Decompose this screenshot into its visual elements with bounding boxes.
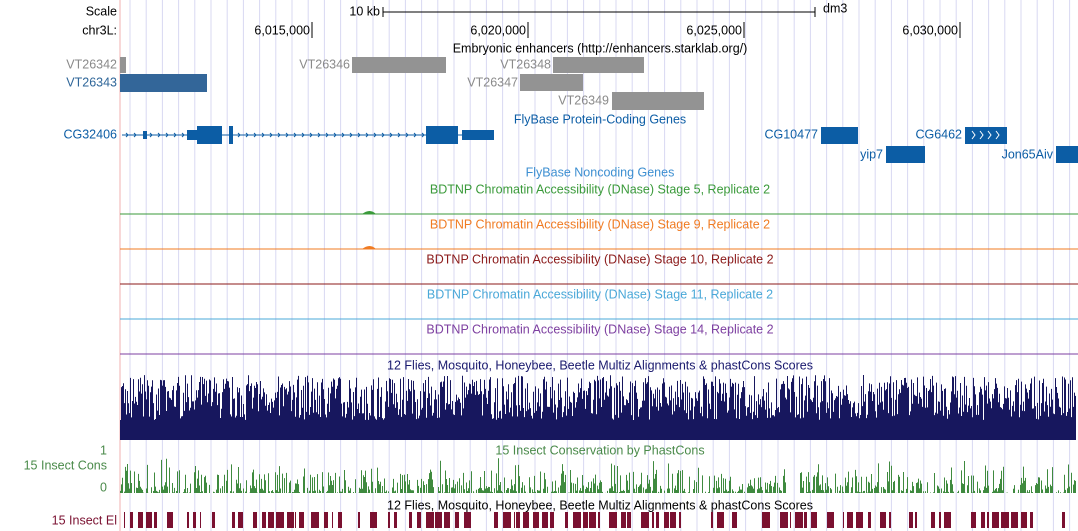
enhancer-label[interactable]: VT26348 bbox=[500, 57, 551, 71]
tick-marks bbox=[311, 22, 961, 38]
gene[interactable] bbox=[1056, 146, 1078, 163]
assembly: dm3 bbox=[823, 1, 847, 15]
track-title: FlyBase Protein-Coding Genes bbox=[514, 112, 686, 126]
position-tick: 6,015,000 bbox=[254, 23, 310, 37]
position-tick: 6,020,000 bbox=[470, 23, 526, 37]
exon[interactable] bbox=[229, 126, 233, 144]
elements bbox=[124, 512, 1065, 528]
peak bbox=[362, 211, 376, 214]
grid bbox=[129, 0, 1071, 531]
conserved-elements bbox=[124, 512, 1065, 528]
conservation-signal bbox=[120, 458, 1076, 493]
gene-label[interactable]: Jon65Aiv bbox=[1002, 147, 1054, 161]
track-title: BDTNP Chromatin Accessibility (DNase) St… bbox=[426, 252, 773, 266]
peak bbox=[362, 246, 376, 249]
enhancer[interactable] bbox=[612, 92, 704, 110]
gene-label[interactable]: CG6462 bbox=[915, 127, 962, 141]
gene-label[interactable]: CG10477 bbox=[764, 127, 818, 141]
scale-bar-label: 10 kb bbox=[349, 4, 380, 18]
gene[interactable] bbox=[886, 146, 925, 163]
track-label: 15 Insect Cons bbox=[24, 458, 107, 472]
track-title: 12 Flies, Mosquito, Honeybee, Beetle Mul… bbox=[387, 498, 813, 512]
gene-label[interactable]: yip7 bbox=[860, 147, 883, 161]
exon[interactable] bbox=[197, 126, 222, 144]
strand-arrows bbox=[125, 132, 425, 138]
track-title: 15 Insect Conservation by PhastCons bbox=[495, 443, 704, 457]
enhancer[interactable] bbox=[352, 57, 446, 73]
exon[interactable] bbox=[187, 130, 197, 140]
enhancer-label[interactable]: VT26349 bbox=[558, 93, 609, 107]
track-title: BDTNP Chromatin Accessibility (DNase) St… bbox=[426, 322, 773, 336]
position-tick: 6,030,000 bbox=[902, 23, 958, 37]
axis-label: 1 bbox=[100, 443, 107, 457]
enhancer-label[interactable]: VT26346 bbox=[299, 57, 350, 71]
position-tick: 6,025,000 bbox=[686, 23, 742, 37]
signal bbox=[120, 375, 1076, 440]
axis-label: 0 bbox=[100, 480, 107, 494]
track-title: BDTNP Chromatin Accessibility (DNase) St… bbox=[430, 217, 770, 231]
track-title: Embryonic enhancers (http://enhancers.st… bbox=[453, 41, 748, 55]
track-label: 15 Insect El bbox=[52, 513, 117, 527]
enhancer-label[interactable]: VT26347 bbox=[467, 75, 518, 89]
track-title: 12 Flies, Mosquito, Honeybee, Beetle Mul… bbox=[387, 358, 813, 372]
chrom-label: chr3L: bbox=[82, 23, 117, 37]
track-title: FlyBase Noncoding Genes bbox=[526, 165, 675, 179]
enhancer-label[interactable]: VT26343 bbox=[66, 75, 117, 89]
enhancer[interactable] bbox=[553, 57, 644, 73]
signal bbox=[120, 458, 1076, 493]
exon[interactable] bbox=[426, 126, 458, 144]
dnase-tracks: BDTNP Chromatin Accessibility (DNase) St… bbox=[120, 182, 1078, 355]
enhancer[interactable] bbox=[120, 57, 126, 73]
scale-bar bbox=[382, 7, 816, 17]
scale-label: Scale bbox=[86, 4, 117, 18]
exon[interactable] bbox=[462, 130, 494, 140]
track-title: BDTNP Chromatin Accessibility (DNase) St… bbox=[427, 287, 773, 301]
strand-arrows bbox=[971, 130, 1000, 140]
gene[interactable] bbox=[965, 127, 1007, 144]
exon[interactable] bbox=[143, 131, 147, 139]
chevrons bbox=[125, 132, 425, 138]
enhancer[interactable] bbox=[120, 74, 207, 92]
gene[interactable] bbox=[821, 127, 858, 144]
gene-label[interactable]: CG32406 bbox=[63, 127, 117, 141]
enhancer-label[interactable]: VT26342 bbox=[66, 57, 117, 71]
multiz-signal bbox=[120, 375, 1076, 440]
track-title: BDTNP Chromatin Accessibility (DNase) St… bbox=[430, 182, 770, 196]
enhancer[interactable] bbox=[520, 74, 583, 91]
